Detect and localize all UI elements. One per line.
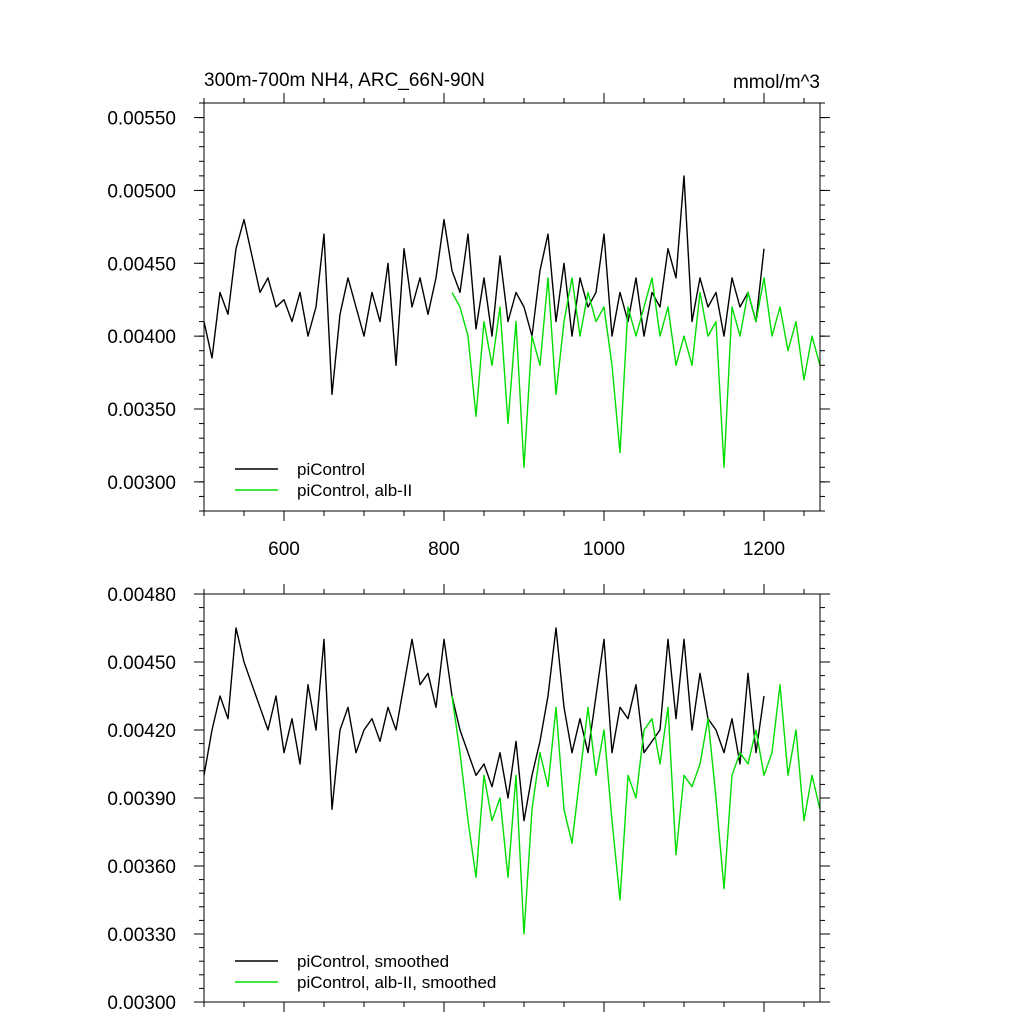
bottom-plot-frame bbox=[203, 593, 821, 1003]
top-legend-label-0: piControl bbox=[297, 460, 365, 479]
top-x-tick-label: 1200 bbox=[743, 539, 785, 560]
bottom-y-tick-label: 0.00390 bbox=[107, 789, 176, 810]
bottom-y-tick-label: 0.00360 bbox=[107, 857, 176, 878]
top-y-tick-label: 0.00450 bbox=[107, 254, 176, 275]
top-series-line-1 bbox=[451, 277, 821, 468]
bottom-y-tick-label: 0.00450 bbox=[107, 653, 176, 674]
bottom-series-line-0 bbox=[203, 627, 765, 822]
top-legend: piControl piControl, alb-II bbox=[235, 460, 412, 500]
top-legend-label-1: piControl, alb-II bbox=[297, 481, 412, 500]
bottom-y-tick-label: 0.00300 bbox=[107, 993, 176, 1014]
bottom-legend-label-1: piControl, alb-II, smoothed bbox=[297, 973, 496, 992]
top-plot-frame bbox=[203, 102, 821, 512]
top-panel: 300m-700m NH4, ARC_66N-90N mmol/m^3 0.00… bbox=[107, 70, 830, 560]
top-y-tick-label: 0.00300 bbox=[107, 473, 176, 494]
top-x-tick-label: 800 bbox=[428, 539, 460, 560]
bottom-series-line-1 bbox=[451, 684, 821, 935]
top-series-line-0 bbox=[203, 175, 765, 396]
top-y-tick-label: 0.00550 bbox=[107, 109, 176, 130]
top-y-tick-label: 0.00400 bbox=[107, 327, 176, 348]
bottom-y-tick-label: 0.00480 bbox=[107, 585, 176, 606]
bottom-legend: piControl, smoothed piControl, alb-II, s… bbox=[235, 952, 496, 992]
bottom-panel: 0.00300 0.00330 0.00360 0.00390 0.00420 0.004… bbox=[107, 584, 830, 1014]
top-y-tick-label: 0.00350 bbox=[107, 400, 176, 421]
top-chart-units: mmol/m^3 bbox=[733, 72, 820, 93]
bottom-y-tick-label: 0.00330 bbox=[107, 925, 176, 946]
top-x-tick-label: 1000 bbox=[583, 539, 625, 560]
bottom-y-tick-label: 0.00420 bbox=[107, 721, 176, 742]
top-y-tick-label: 0.00500 bbox=[107, 181, 176, 202]
top-chart-title: 300m-700m NH4, ARC_66N-90N bbox=[204, 70, 485, 91]
bottom-legend-label-0: piControl, smoothed bbox=[297, 952, 449, 971]
top-x-tick-label: 600 bbox=[268, 539, 300, 560]
